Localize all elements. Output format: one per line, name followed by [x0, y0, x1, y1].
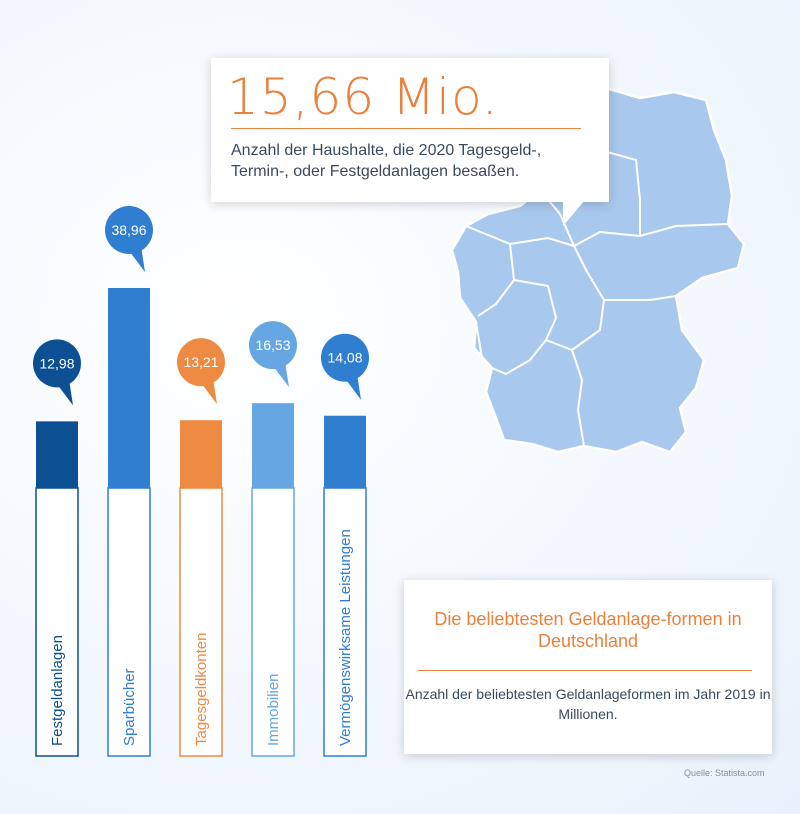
bubble-circle [33, 339, 81, 388]
category-label: Festgeldanlagen [49, 635, 66, 746]
bar [36, 421, 78, 488]
category-label: Vermögenswirksame Leistungen [337, 529, 354, 746]
bubble-circle [249, 321, 297, 370]
category-label: Tagesgeldkonten [193, 633, 210, 746]
data-label: 38,96 [111, 222, 146, 238]
bar [180, 420, 222, 488]
bar [108, 288, 150, 488]
headline-value: 15,66 Mio. [227, 68, 499, 126]
data-label: 16,53 [255, 337, 290, 353]
germany-map [450, 68, 746, 454]
bubble-circle [321, 333, 369, 382]
info-box: Die beliebtesten Geldanlage-formen in De… [404, 580, 772, 754]
category-label: Sparbücher [121, 668, 138, 746]
data-label: 14,08 [327, 350, 362, 366]
bubble-circle [177, 338, 225, 387]
bar-label-column [251, 487, 295, 757]
headline-description: Anzahl der Haushalte, die 2020 Tagesgeld… [231, 142, 542, 180]
bar [252, 403, 294, 488]
bar-chart: Festgeldanlagen 12,98 Sparbücher 38,96 Tages… [33, 206, 369, 757]
value-bubble: 14,08 [321, 333, 369, 400]
germany-map-outline [450, 68, 746, 454]
category-label: Immobilien [265, 673, 282, 746]
bar-label-column [179, 487, 223, 757]
chart-subtitle: Anzahl der beliebtesten Geldanlageformen… [405, 686, 771, 722]
bubble-circle [105, 206, 153, 254]
chart-title: Die beliebtesten Geldanlage-formen in De… [434, 609, 742, 651]
bar [324, 415, 366, 488]
source-note: Quelle: Statista.com [684, 768, 765, 778]
value-bubble: 12,98 [33, 339, 81, 406]
data-label: 12,98 [39, 355, 74, 371]
info-divider [418, 670, 752, 671]
value-bubble: 16,53 [249, 321, 297, 388]
value-bubble: 13,21 [177, 338, 225, 405]
bar-label-column [35, 487, 79, 757]
data-label: 13,21 [183, 354, 218, 370]
headline-callout: 15,66 Mio. Anzahl der Haushalte, die 202… [211, 58, 609, 226]
bar-label-column [107, 487, 151, 757]
headline-divider [231, 128, 581, 129]
bar-label-column [323, 487, 367, 757]
value-bubble: 38,96 [105, 206, 153, 272]
